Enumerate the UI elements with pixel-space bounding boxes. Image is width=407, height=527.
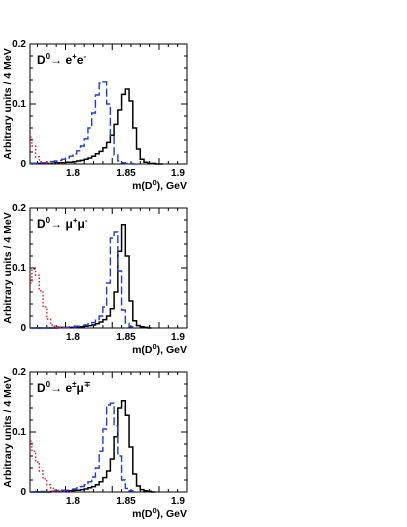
series-dashed-line xyxy=(30,81,141,165)
xtick-label-0: 1.8 xyxy=(66,332,80,343)
series-dashed-line xyxy=(30,231,137,329)
ytick-label-1: 0.1 xyxy=(12,427,26,438)
series-dotted-line xyxy=(30,136,66,165)
xtick-label-1: 1.85 xyxy=(116,496,136,507)
xtick-label-0: 1.8 xyxy=(66,496,80,507)
series-dotted-line xyxy=(30,440,73,493)
xtick-label-1: 1.85 xyxy=(116,332,136,343)
panel-emu: 0 0.1 0.2 1.8 1.85 1.9 m(D0), GeV Arbitr… xyxy=(2,367,188,520)
ytick-label-0: 0 xyxy=(20,159,26,170)
ytick-label-0: 0 xyxy=(20,323,26,334)
series-dashed-line xyxy=(30,402,137,493)
x-axis-title: m(D0), GeV xyxy=(132,178,187,192)
y-axis-title: Arbitrary units / 4 MeV xyxy=(2,212,14,323)
xtick-label-2: 1.9 xyxy=(171,496,185,507)
decay-label: D0→ e±μ∓ xyxy=(37,380,91,395)
series-solid-line xyxy=(30,88,163,165)
series-solid-line xyxy=(30,224,152,329)
histogram-curves xyxy=(30,81,163,165)
x-axis-title: m(D0), GeV xyxy=(132,342,187,356)
xtick-label-1: 1.85 xyxy=(116,168,136,179)
x-axis-title: m(D0), GeV xyxy=(132,506,187,520)
histogram-curves xyxy=(30,400,156,493)
ytick-label-0: 0 xyxy=(20,487,26,498)
ytick-label-2: 0.2 xyxy=(12,39,26,50)
xtick-label-2: 1.9 xyxy=(171,168,185,179)
series-dotted-line xyxy=(30,268,70,329)
xtick-label-0: 1.8 xyxy=(66,168,80,179)
y-axis-title: Arbitrary units / 4 MeV xyxy=(2,48,14,159)
series-solid-line xyxy=(30,400,156,493)
decay-label: D0→ μ+μ- xyxy=(37,216,88,231)
panel-mumu: 0 0.1 0.2 1.8 1.85 1.9 m(D0), GeV Arbitr… xyxy=(2,203,188,356)
panel-ee: 0 0.1 0.2 1.8 1.85 1.9 m(D0), GeV Arbitr… xyxy=(2,39,188,192)
decay-label: D0→ e+e- xyxy=(37,52,87,67)
xtick-label-2: 1.9 xyxy=(171,332,185,343)
ytick-label-1: 0.1 xyxy=(12,263,26,274)
histogram-curves xyxy=(30,224,152,329)
y-axis-title: Arbitrary units / 4 MeV xyxy=(2,376,14,487)
ytick-label-2: 0.2 xyxy=(12,367,26,378)
ytick-label-2: 0.2 xyxy=(12,203,26,214)
ytick-label-1: 0.1 xyxy=(12,99,26,110)
